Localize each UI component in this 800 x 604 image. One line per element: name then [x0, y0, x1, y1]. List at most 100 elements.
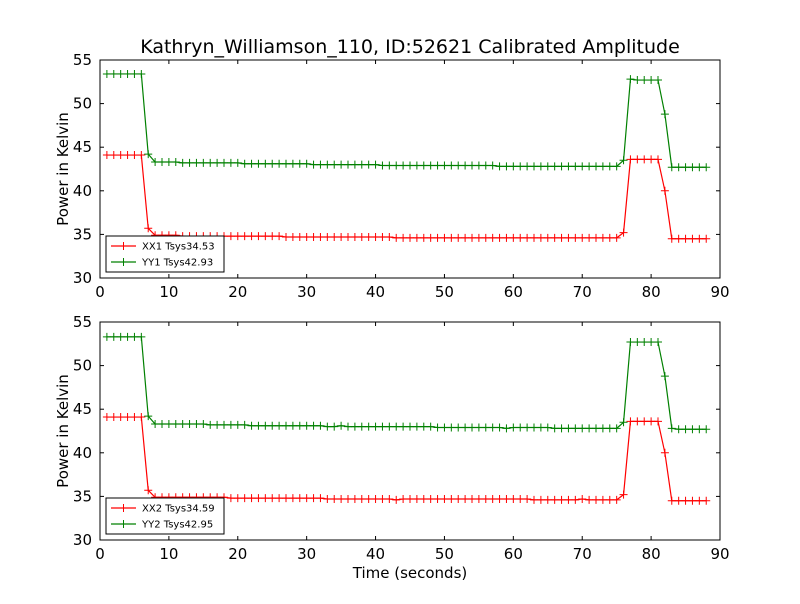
data-point	[412, 495, 421, 504]
data-point	[102, 151, 111, 160]
data-point	[406, 233, 414, 242]
data-point	[681, 234, 690, 243]
data-point	[323, 160, 332, 169]
y-tick-label: 45	[73, 138, 92, 156]
data-point	[605, 495, 614, 504]
y-tick-label: 55	[73, 313, 92, 331]
data-point	[619, 490, 628, 499]
data-point	[509, 423, 518, 432]
data-point	[199, 420, 208, 429]
data-point	[282, 421, 290, 430]
data-point	[378, 233, 387, 242]
figure-title: Kathryn_Williamson_110, ID:52621 Calibra…	[140, 36, 680, 58]
data-point	[261, 494, 270, 503]
data-point	[254, 494, 263, 503]
data-point	[116, 151, 125, 160]
data-point	[102, 69, 111, 78]
data-point	[523, 162, 532, 171]
data-point	[392, 422, 401, 431]
data-point	[144, 486, 153, 495]
data-point	[536, 233, 545, 242]
data-point	[102, 413, 111, 422]
data-point	[454, 423, 463, 432]
data-point	[454, 233, 463, 242]
data-point	[626, 155, 635, 164]
data-point	[626, 417, 635, 426]
x-tick-label: 50	[435, 545, 454, 563]
data-point	[447, 233, 456, 242]
data-point	[364, 160, 373, 169]
data-point	[337, 421, 346, 430]
data-point	[226, 494, 235, 503]
y-tick-label: 50	[73, 357, 92, 375]
data-point	[468, 495, 476, 504]
data-point	[592, 233, 600, 242]
legend-box	[105, 235, 225, 273]
data-point	[261, 159, 270, 168]
x-axis-label: Time (seconds)	[352, 564, 468, 582]
data-point	[695, 234, 704, 243]
data-point	[123, 151, 132, 160]
data-point	[268, 232, 277, 241]
data-point	[440, 161, 449, 170]
data-point	[564, 424, 573, 433]
y-tick-label: 30	[73, 531, 92, 549]
data-point	[330, 233, 339, 242]
data-point	[226, 158, 235, 167]
data-point	[240, 232, 249, 241]
x-tick-label: 10	[159, 283, 178, 301]
legend-label: XX1 Tsys34.53	[142, 242, 215, 253]
data-point	[674, 234, 683, 243]
data-point	[220, 420, 228, 429]
data-point	[592, 424, 600, 433]
subplot-1: 0 10 20 30 40 50 60 70 80 90 30 35 40 45 50 55 Power in …	[54, 51, 730, 301]
data-point	[626, 338, 635, 347]
data-point	[495, 162, 504, 171]
data-point	[702, 234, 711, 243]
data-point	[667, 424, 676, 433]
legend-swatch-marker	[119, 258, 128, 266]
data-point	[612, 495, 621, 504]
data-point	[619, 156, 628, 165]
x-tick-label: 20	[228, 283, 247, 301]
data-point	[461, 161, 470, 170]
y-tick-label: 45	[73, 400, 92, 418]
data-point	[619, 418, 628, 427]
data-point	[254, 421, 263, 430]
data-point	[213, 420, 222, 429]
data-point	[350, 495, 359, 504]
data-point	[330, 160, 339, 169]
data-point	[261, 421, 270, 430]
data-point	[468, 423, 476, 432]
data-point	[488, 495, 497, 504]
data-point	[137, 151, 146, 160]
y-tick-label: 55	[73, 51, 92, 69]
data-point	[447, 495, 456, 504]
data-point	[309, 233, 318, 242]
data-point	[695, 163, 704, 172]
data-point	[295, 233, 304, 242]
data-point	[344, 233, 352, 242]
data-point	[447, 423, 456, 432]
data-point	[295, 421, 304, 430]
data-point	[702, 425, 711, 434]
data-point	[674, 425, 683, 434]
data-point	[302, 159, 311, 168]
data-point	[598, 162, 607, 171]
data-point	[536, 423, 545, 432]
data-point	[660, 186, 669, 195]
data-point	[385, 233, 394, 242]
data-point	[151, 420, 160, 429]
legend-label: YY1 Tsys42.93	[141, 258, 213, 269]
data-point	[523, 233, 532, 242]
data-point	[392, 495, 401, 504]
data-point	[461, 423, 470, 432]
data-point	[585, 495, 594, 504]
data-point	[654, 338, 662, 347]
x-tick-label: 30	[297, 283, 316, 301]
data-point	[605, 162, 614, 171]
data-point	[640, 76, 649, 85]
data-point	[137, 332, 146, 341]
y-axis-label: Power in Kelvin	[54, 374, 72, 488]
data-point	[275, 494, 284, 503]
